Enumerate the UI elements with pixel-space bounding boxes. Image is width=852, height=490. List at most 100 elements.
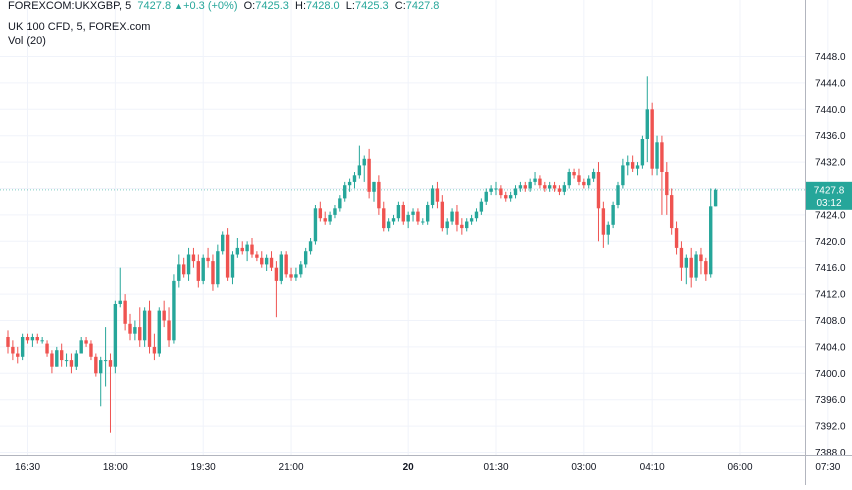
candle[interactable] [328, 211, 332, 225]
candle[interactable] [235, 238, 240, 258]
candle[interactable] [665, 162, 669, 215]
candle[interactable] [69, 353, 74, 374]
candle[interactable] [20, 333, 25, 361]
candle[interactable] [303, 247, 308, 268]
candle[interactable] [50, 350, 54, 374]
candle[interactable] [699, 247, 703, 275]
candle[interactable] [674, 221, 679, 255]
candle[interactable] [557, 185, 562, 196]
candle[interactable] [206, 247, 210, 268]
candle[interactable] [279, 251, 283, 285]
candle[interactable] [630, 155, 635, 173]
candle[interactable] [382, 201, 386, 232]
candle[interactable] [250, 238, 254, 258]
candle[interactable] [669, 188, 674, 235]
candle[interactable] [89, 340, 93, 361]
candle[interactable] [142, 307, 147, 347]
candle[interactable] [347, 178, 352, 192]
candle[interactable] [343, 181, 347, 202]
candle[interactable] [133, 320, 137, 341]
candle[interactable] [128, 313, 132, 341]
candle[interactable] [274, 261, 279, 318]
candle[interactable] [421, 218, 425, 225]
candle[interactable] [230, 251, 235, 285]
candle[interactable] [181, 257, 186, 278]
candle[interactable] [299, 261, 303, 278]
candle[interactable] [469, 214, 474, 225]
candle[interactable] [157, 307, 161, 357]
candle[interactable] [616, 181, 620, 209]
candle[interactable] [313, 205, 318, 245]
candle[interactable] [323, 211, 327, 225]
candle[interactable] [694, 251, 698, 281]
candle[interactable] [640, 135, 645, 169]
candle[interactable] [611, 201, 615, 229]
candle[interactable] [79, 337, 83, 354]
candle[interactable] [367, 148, 371, 199]
candle[interactable] [587, 175, 591, 189]
candle[interactable] [318, 201, 323, 222]
candle[interactable] [84, 337, 88, 347]
candle[interactable] [167, 307, 171, 347]
candle[interactable] [11, 340, 15, 361]
candle[interactable] [596, 162, 601, 242]
candle[interactable] [465, 218, 469, 232]
candle[interactable] [655, 135, 659, 176]
candle[interactable] [474, 208, 479, 222]
candle[interactable] [357, 145, 362, 179]
candle[interactable] [211, 254, 215, 291]
candle[interactable] [508, 191, 513, 202]
candle[interactable] [494, 181, 498, 196]
candle[interactable] [396, 201, 401, 222]
candle[interactable] [479, 198, 484, 215]
candle[interactable] [108, 353, 113, 433]
candle[interactable] [377, 175, 381, 215]
candle[interactable] [240, 241, 244, 255]
candle[interactable] [338, 195, 342, 212]
candle[interactable] [123, 294, 127, 331]
candle[interactable] [221, 231, 225, 255]
candle[interactable] [430, 185, 435, 209]
candle[interactable] [294, 267, 298, 281]
candle[interactable] [552, 181, 557, 192]
candle[interactable] [391, 214, 396, 225]
candle[interactable] [147, 300, 152, 354]
candle[interactable] [191, 247, 196, 268]
candle[interactable] [543, 181, 547, 192]
candle[interactable] [591, 168, 596, 182]
candle[interactable] [518, 181, 523, 192]
volume-indicator[interactable]: Vol (20) [8, 35, 46, 47]
candle[interactable] [386, 218, 391, 232]
candle[interactable] [269, 251, 274, 271]
candle[interactable] [460, 218, 464, 235]
candle[interactable] [709, 188, 713, 278]
interval[interactable]: 5 [125, 0, 132, 12]
candle[interactable] [435, 181, 440, 209]
candle[interactable] [504, 191, 508, 202]
candle[interactable] [255, 251, 259, 262]
candle[interactable] [513, 185, 518, 199]
candle[interactable] [704, 257, 708, 281]
candle[interactable] [25, 333, 30, 344]
candle[interactable] [660, 135, 664, 215]
candle[interactable] [621, 158, 625, 189]
candle[interactable] [264, 254, 269, 272]
candle[interactable] [645, 76, 649, 163]
candle[interactable] [152, 333, 157, 361]
candle[interactable] [362, 155, 366, 182]
candle[interactable] [55, 346, 59, 367]
candle[interactable] [523, 181, 527, 192]
candle[interactable] [162, 300, 166, 328]
candle[interactable] [177, 254, 181, 288]
candle[interactable] [547, 181, 552, 192]
candle[interactable] [40, 337, 44, 344]
candle[interactable] [411, 208, 415, 222]
candle[interactable] [225, 228, 230, 281]
candle[interactable] [679, 241, 684, 281]
candle[interactable] [103, 327, 108, 387]
candle[interactable] [113, 300, 118, 374]
candle[interactable] [455, 205, 459, 232]
candle[interactable] [533, 172, 537, 186]
candle[interactable] [352, 172, 357, 189]
candle[interactable] [30, 333, 35, 347]
